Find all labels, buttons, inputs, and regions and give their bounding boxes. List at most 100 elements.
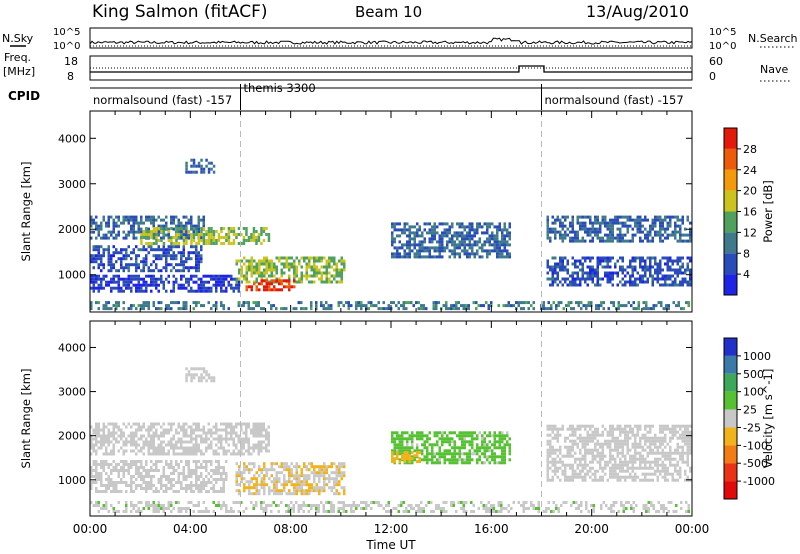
power-echo-cell: [165, 260, 168, 264]
velocity-echo-cell: [222, 452, 225, 456]
power-echo-cell: [396, 234, 399, 238]
power-echo-cell: [220, 230, 223, 233]
power-echo-cell: [270, 259, 273, 263]
velocity-echo-cell: [255, 422, 258, 426]
power-echo-cell: [110, 269, 113, 273]
velocity-echo-cell: [197, 466, 200, 469]
power-echo-cell: [656, 230, 659, 234]
power-echo-cell: [576, 233, 579, 237]
velocity-echo-cell: [596, 448, 599, 452]
power-echo-cell: [527, 301, 530, 305]
power-echo-cell: [205, 280, 208, 284]
power-echo-cell: [438, 246, 441, 250]
velocity-echo-cell: [564, 478, 567, 482]
power-echo-cell: [240, 233, 243, 236]
power-echo-cell: [260, 230, 263, 233]
power-echo-cell: [137, 280, 140, 284]
power-echo-cell: [152, 233, 155, 237]
power-echo-cell: [155, 230, 158, 233]
velocity-echo-cell: [220, 490, 223, 493]
power-echo-cell: [270, 265, 273, 269]
power-echo-cell: [137, 254, 140, 258]
velocity-echo-cell: [185, 463, 188, 466]
velocity-echo-cell: [549, 478, 552, 482]
velocity-echo-cell: [686, 451, 689, 455]
velocity-echo-cell: [649, 439, 652, 443]
power-echo-cell: [160, 257, 163, 261]
power-echo-cell: [585, 307, 588, 311]
power-echo-cell: [421, 249, 424, 253]
velocity-echo-cell: [594, 478, 597, 482]
power-echo-cell: [185, 304, 188, 308]
velocity-echo-cell: [205, 437, 208, 441]
power-echo-cell: [644, 236, 647, 240]
velocity-echo-cell: [300, 489, 303, 493]
velocity-echo-cell: [255, 425, 258, 429]
power-echo-cell: [432, 307, 435, 311]
velocity-echo-cell: [596, 427, 599, 431]
power-echo-cell: [659, 233, 662, 237]
velocity-echo-cell: [661, 442, 664, 446]
power-echo-cell: [92, 266, 95, 270]
velocity-echo-cell: [576, 466, 579, 470]
power-echo-cell: [590, 301, 593, 305]
power-echo-cell: [110, 286, 113, 290]
power-echo-cell: [566, 227, 569, 231]
power-echo-cell: [443, 246, 446, 250]
power-echo-cell: [238, 277, 241, 281]
power-echo-cell: [177, 301, 180, 305]
velocity-echo-cell: [197, 367, 201, 371]
power-echo-cell: [566, 271, 569, 275]
power-echo-cell: [646, 233, 649, 237]
velocity-echo-cell: [619, 457, 622, 461]
velocity-echo-cell: [398, 449, 401, 453]
velocity-echo-cell: [195, 475, 198, 478]
power-echo-cell: [626, 239, 629, 243]
velocity-echo-cell: [443, 455, 446, 459]
power-echo-cell: [616, 283, 619, 287]
power-echo-cell: [674, 230, 677, 234]
velocity-echo-cell: [313, 489, 316, 493]
power-echo-cell: [160, 307, 163, 311]
velocity-echo-cell: [167, 431, 170, 435]
velocity-echo-cell: [167, 443, 170, 447]
power-echo-cell: [582, 304, 585, 308]
power-echo-cell: [398, 222, 401, 226]
velocity-echo-cell: [227, 449, 230, 453]
velocity-echo-cell: [328, 486, 331, 490]
velocity-echo-cell: [215, 425, 218, 429]
power-echo-cell: [681, 277, 684, 281]
velocity-echo-cell: [554, 460, 557, 464]
velocity-echo-cell: [654, 472, 657, 476]
velocity-echo-cell: [491, 452, 494, 456]
power-echo-cell: [245, 259, 248, 263]
power-echo-cell: [200, 280, 203, 284]
velocity-echo-cell: [416, 454, 419, 458]
power-echo-cell: [550, 307, 553, 311]
velocity-echo-cell: [220, 478, 223, 481]
velocity-echo-cell: [210, 481, 213, 484]
power-echo-cell: [152, 248, 155, 252]
power-echo-cell: [182, 286, 185, 290]
velocity-echo-cell: [614, 427, 617, 431]
velocity-echo-cell: [300, 480, 303, 484]
power-echo-cell: [681, 221, 684, 225]
velocity-echo-cell: [202, 466, 205, 469]
power-echo-cell: [165, 251, 168, 255]
velocity-echo-cell: [155, 446, 158, 450]
velocity-echo-cell: [634, 478, 637, 482]
power-echo-cell: [180, 274, 183, 278]
power-echo-cell: [554, 227, 557, 231]
power-echo-cell: [250, 236, 253, 239]
velocity-echo-cell: [433, 461, 436, 465]
velocity-echo-cell: [636, 466, 639, 470]
power-echo-cell: [438, 234, 441, 238]
power-echo-cell: [245, 268, 248, 272]
power-echo-cell: [120, 263, 123, 267]
velocity-echo-cell: [453, 446, 456, 450]
power-echo-cell: [147, 236, 151, 239]
power-echo-cell: [646, 236, 649, 240]
power-echo-cell: [210, 289, 213, 293]
power-echo-cell: [624, 268, 627, 272]
power-echo-cell: [646, 265, 649, 269]
